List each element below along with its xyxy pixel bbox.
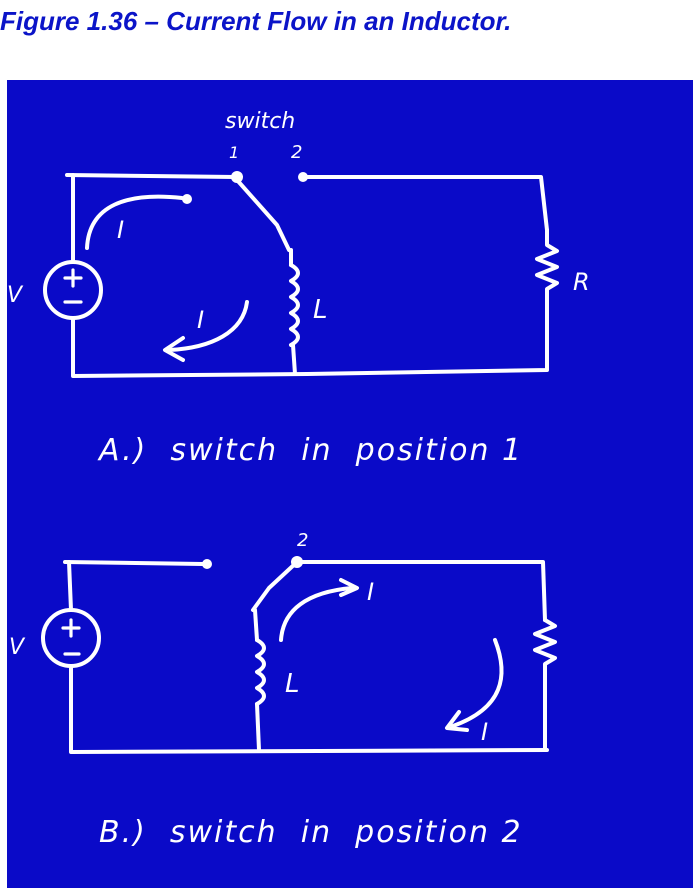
inductor-coil-a	[289, 263, 300, 347]
voltage-source-a	[43, 260, 103, 320]
current-arrowhead-top-a	[182, 194, 192, 204]
plus-sign-a	[63, 268, 83, 288]
inductor-label-a: L	[313, 295, 328, 325]
inductor-label-b: L	[285, 669, 300, 699]
current-arrow-bottom-a	[167, 300, 249, 352]
current-label-top-a: I	[117, 216, 124, 244]
current-arrow-top-a	[85, 194, 184, 250]
current-label-top-b: I	[367, 578, 374, 606]
caption-a: A.) switch in position 1	[97, 433, 523, 468]
top-wire-right-b	[295, 560, 547, 622]
resistor-a	[535, 228, 559, 307]
current-label-bottom-a: I	[197, 306, 204, 334]
bottom-wire-b	[69, 664, 549, 754]
top-wire-right-a	[301, 175, 549, 232]
position-1-label-a: 1	[229, 143, 239, 162]
resistor-b	[533, 618, 557, 752]
resistor-label-a: R	[573, 268, 590, 296]
inductor-lead-top-b	[253, 608, 259, 642]
current-arrow-bottom-b	[451, 638, 504, 728]
current-label-bottom-b: I	[481, 718, 488, 746]
switch-label-a: switch	[225, 109, 295, 134]
switch-contact-1-b	[202, 559, 212, 569]
top-wire-left-b	[63, 560, 205, 566]
position-2-label-b: 2	[297, 530, 308, 551]
switch-blade-b	[251, 560, 299, 612]
inductor-lead-bottom-a	[291, 343, 297, 376]
current-arrowhead-bottom-b	[445, 710, 469, 732]
position-2-label-a: 2	[291, 142, 302, 163]
top-wire-left-a	[65, 173, 237, 179]
source-label-b: V	[9, 635, 26, 660]
bottom-wire-right-a	[305, 303, 549, 376]
circuit-a: switch 1 2 L V R I I A.) switch in posit…	[7, 109, 590, 468]
switch-contact-1-a	[231, 171, 243, 183]
plus-sign-b	[61, 618, 81, 638]
current-arrowhead-top-b	[339, 578, 359, 597]
bottom-wire-left-a	[71, 318, 309, 378]
inductor-lead-bottom-b	[255, 702, 261, 752]
circuit-b: 2 V L I I B.) switch in position 2	[9, 530, 557, 850]
caption-b: B.) switch in position 2	[99, 815, 523, 850]
figure-title: Figure 1.36 – Current Flow in an Inducto…	[0, 6, 512, 36]
chalkboard-diagram: switch 1 2 L V R I I A.) switch in posit…	[7, 80, 693, 888]
inductor-coil-b	[255, 638, 266, 706]
switch-blade-a	[235, 178, 291, 252]
source-label-a: V	[7, 283, 24, 308]
board-background	[7, 80, 693, 888]
left-wire-upper-b	[67, 560, 73, 612]
circuit-diagram-svg: switch 1 2 L V R I I A.) switch in posit…	[7, 80, 693, 888]
current-arrowhead-bottom-a	[163, 336, 185, 362]
current-arrow-top-b	[279, 586, 354, 642]
